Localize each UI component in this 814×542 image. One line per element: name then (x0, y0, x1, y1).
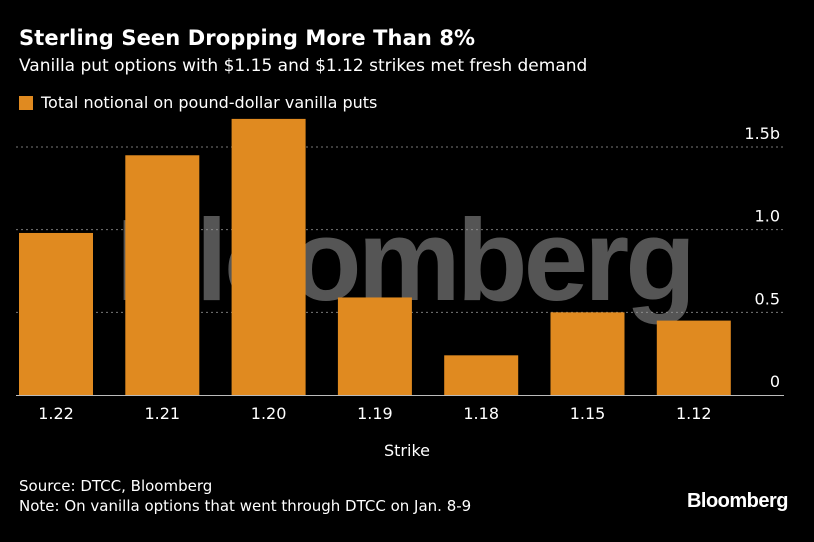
bar-1.20 (231, 118, 306, 395)
bar-1.22 (19, 232, 93, 395)
x-axis-label: Strike (384, 441, 430, 460)
bar-1.19 (337, 297, 412, 395)
y-tick-label: 1.5b (744, 124, 780, 143)
x-axis-ticks: 1.22 1.21 1.20 1.19 1.18 1.15 1.12 (38, 404, 711, 423)
x-tick-label: 1.22 (38, 404, 74, 423)
legend: Total notional on pound-dollar vanilla p… (19, 93, 377, 112)
x-tick-label: 1.21 (144, 404, 180, 423)
source-note: Source: DTCC, Bloomberg (19, 477, 213, 495)
gridlines (16, 146, 784, 313)
bar-1.21 (125, 155, 200, 395)
chart-title: Sterling Seen Dropping More Than 8% (19, 26, 476, 50)
y-tick-label: 0 (770, 372, 780, 391)
bar-1.15 (550, 312, 625, 395)
bars (19, 118, 731, 395)
bloomberg-logo: Bloomberg (686, 490, 789, 512)
y-tick-label: 1.0 (755, 207, 780, 226)
x-tick-label: 1.12 (676, 404, 712, 423)
x-tick-label: 1.20 (251, 404, 287, 423)
bar-1.12 (656, 320, 731, 395)
y-tick-label: 0.5 (755, 289, 780, 308)
legend-label: Total notional on pound-dollar vanilla p… (41, 93, 378, 112)
y-axis-ticks: 0 0.5 1.0 1.5b (744, 124, 780, 391)
chart-subtitle: Vanilla put options with $1.15 and $1.12… (19, 56, 588, 76)
footnote: Note: On vanilla options that went throu… (19, 497, 472, 515)
x-tick-label: 1.18 (463, 404, 499, 423)
x-tick-label: 1.19 (357, 404, 393, 423)
legend-swatch (19, 95, 33, 110)
bar-1.18 (444, 355, 519, 395)
x-tick-label: 1.15 (570, 404, 606, 423)
